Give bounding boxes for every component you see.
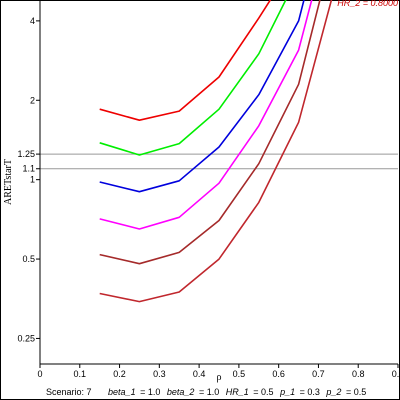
x-tick-label: 0.5 [233, 369, 246, 379]
y-tick-label: 2 [30, 95, 35, 105]
caption: Scenario: 7 beta_1 = 1.0 beta_2 = 1.0 HR… [46, 387, 366, 397]
series-line [99, 0, 287, 156]
caption-param-name: p_1 [279, 387, 295, 397]
y-tick-label: 0.5 [22, 254, 35, 264]
series-line [99, 0, 333, 303]
caption-param-name: HR_1 [226, 387, 249, 397]
caption-param-name: beta_1 [108, 387, 136, 397]
caption-scenario: Scenario: 7 [46, 387, 92, 397]
y-tick-label: 1.25 [17, 149, 35, 159]
caption-param-value: = 0.3 [300, 387, 320, 397]
x-tick-label: 0 [37, 369, 42, 379]
series-line [99, 0, 272, 121]
x-tick-label: 0.4 [193, 369, 206, 379]
y-axis-title: ARETstarT [3, 159, 14, 205]
series-line [99, 0, 321, 265]
x-tick-label: 0.8 [352, 369, 365, 379]
caption-param-value: = 0.5 [253, 387, 273, 397]
caption-param-name: beta_2 [167, 387, 195, 397]
caption-param-value: = 0.5 [346, 387, 366, 397]
x-tick-label: 0.2 [113, 369, 126, 379]
series-line [99, 0, 313, 230]
caption-param-name: p_2 [325, 387, 341, 397]
y-tick-label: 1 [30, 175, 35, 185]
corner-label: HR_2 = 0.8000 [337, 0, 398, 8]
series-line [99, 0, 305, 193]
y-tick-label: 0.25 [17, 333, 35, 343]
caption-param-value: = 1.0 [140, 387, 160, 397]
y-tick-label: 1.1 [22, 164, 35, 174]
caption-param-value: = 1.0 [199, 387, 219, 397]
x-tick-label: 0.9 [392, 369, 400, 379]
y-tick-label: 4 [30, 16, 35, 26]
x-tick-label: 0.6 [272, 369, 285, 379]
x-tick-label: 0.3 [153, 369, 166, 379]
x-axis-title: ρ [217, 372, 222, 383]
x-tick-label: 0.1 [74, 369, 87, 379]
x-tick-label: 0.7 [312, 369, 325, 379]
